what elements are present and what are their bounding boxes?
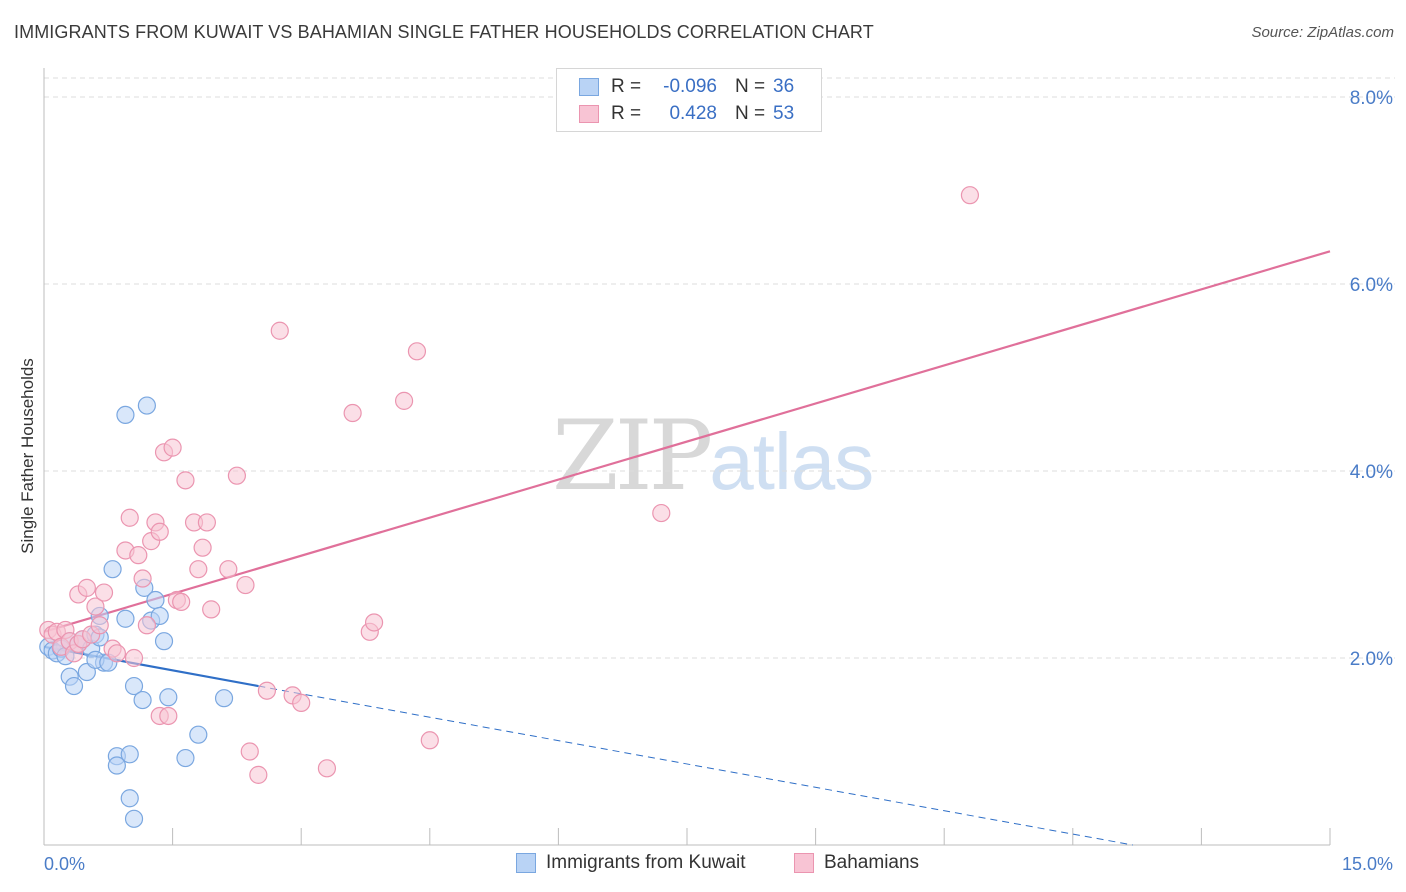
kuwait-point [159, 688, 178, 707]
bahamas-point [90, 616, 109, 635]
bahamas-point [317, 759, 337, 778]
legend-n-value: 36 [773, 76, 795, 97]
bahamas-point [960, 186, 980, 205]
bahamas-point [193, 538, 212, 557]
kuwait-point [137, 396, 156, 415]
y-tick-label: 4.0% [1350, 462, 1393, 483]
kuwait-point [214, 689, 234, 708]
watermark-atlas: atlas [709, 417, 874, 506]
legend-row-bahamas: R = 0.428 N = 53 [579, 102, 794, 126]
bahamas-point [137, 616, 156, 635]
kuwait-point [176, 748, 195, 768]
bottom-legend-swatch-kuwait [516, 853, 536, 873]
bahamas-trend-line [43, 250, 1331, 633]
legend-r-label: R = [611, 76, 642, 97]
x-tick-label: 0.0% [44, 854, 85, 874]
kuwait-point [64, 676, 84, 696]
kuwait-point [133, 690, 152, 710]
kuwait-point [120, 745, 139, 764]
bahamas-point [159, 706, 178, 726]
legend-r-value: -0.096 [663, 76, 717, 97]
bahamas-point [219, 560, 238, 579]
kuwait-point [116, 609, 135, 628]
bahamas-point [176, 471, 195, 490]
y-tick-label: 6.0% [1350, 275, 1393, 296]
bahamas-point [227, 466, 246, 485]
trend-lines [43, 250, 1331, 846]
bahamas-point [189, 560, 208, 579]
legend-row-kuwait: R = -0.096 N = 36 [579, 75, 794, 99]
bahamas-point [129, 546, 148, 565]
kuwait-point [189, 725, 208, 744]
chart-title: IMMIGRANTS FROM KUWAIT VS BAHAMIAN SINGL… [14, 22, 874, 42]
kuwait-trend-extension [258, 685, 1133, 846]
bahamas-point [163, 438, 182, 457]
y-axis-label: Single Father Households [18, 358, 37, 554]
data-points [39, 186, 980, 828]
bahamas-point [292, 693, 311, 712]
watermark: ZIPatlas [552, 400, 874, 512]
kuwait-point [124, 676, 144, 696]
bahamas-point [420, 731, 439, 750]
legend-r-label: R = [611, 103, 642, 124]
kuwait-point [103, 560, 122, 579]
kuwait-point [107, 756, 126, 775]
bottom-legend-kuwait: Immigrants from Kuwait [516, 852, 746, 874]
kuwait-point [116, 405, 135, 424]
kuwait-point [154, 632, 174, 651]
bahamas-point [124, 648, 144, 668]
bahamas-point [364, 613, 384, 632]
legend-n-label: N = [735, 76, 766, 97]
bottom-legend-label-bahamas: Bahamians [824, 852, 920, 873]
bahamas-point [257, 681, 277, 700]
y-tick-label: 8.0% [1350, 88, 1393, 109]
correlation-legend: R = -0.096 N = 36 R = 0.428 N = 53 [556, 68, 822, 132]
kuwait-point [124, 809, 144, 828]
bahamas-point [394, 391, 414, 410]
watermark-zip: ZIP [552, 400, 713, 512]
bahamas-point [652, 503, 671, 523]
bottom-legend-swatch-bahamas [794, 853, 814, 873]
legend-swatch-bahamas [579, 105, 599, 123]
bottom-legend-bahamas: Bahamians [794, 852, 919, 874]
bottom-legend-label-kuwait: Immigrants from Kuwait [546, 852, 746, 873]
bahamas-point [249, 765, 268, 784]
bahamas-point [86, 597, 105, 616]
bahamas-point [77, 578, 96, 597]
y-tick-label: 2.0% [1350, 649, 1393, 670]
source-label: Source: ZipAtlas.com [1251, 24, 1394, 41]
bahamas-point [133, 569, 152, 588]
axes [43, 68, 1331, 846]
bahamas-point [270, 321, 289, 340]
bahamas-point [240, 742, 259, 761]
bahamas-point [343, 403, 362, 423]
bahamas-point [94, 583, 114, 602]
bahamas-point [197, 513, 216, 532]
x-tick-label: 15.0% [1342, 854, 1393, 874]
legend-r-value: 0.428 [669, 103, 717, 124]
kuwait-point [120, 789, 139, 808]
legend-n-value: 53 [773, 103, 795, 124]
legend-swatch-kuwait [579, 78, 599, 96]
bahamas-point [172, 592, 191, 612]
kuwait-point [150, 606, 169, 626]
kuwait-point [146, 590, 165, 610]
bahamas-point [202, 600, 221, 619]
bahamas-point [107, 644, 126, 663]
bahamas-point [120, 508, 139, 527]
legend-n-label: N = [735, 103, 766, 124]
axis-labels: 2.0% 4.0% 6.0% 8.0% 0.0% 15.0% Single Father H… [18, 88, 1393, 874]
bahamas-point [236, 575, 255, 595]
bahamas-point [150, 522, 169, 541]
bahamas-point [407, 342, 427, 361]
